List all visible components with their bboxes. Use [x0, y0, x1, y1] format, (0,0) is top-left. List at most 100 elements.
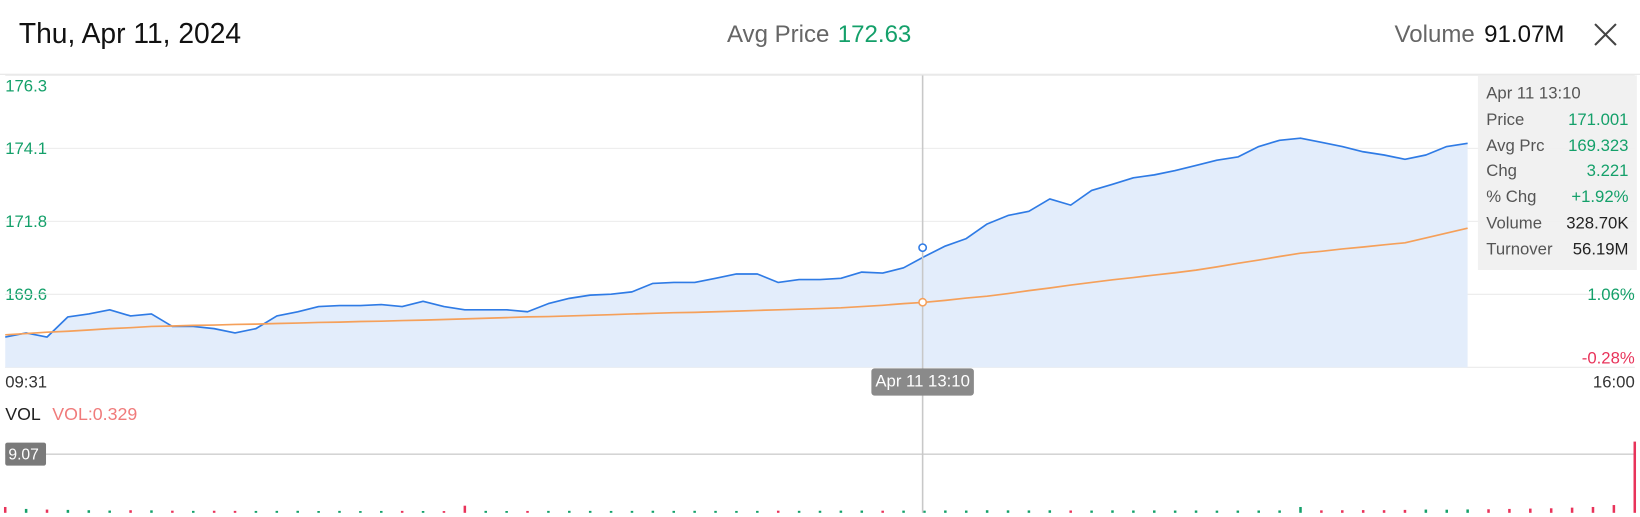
line	[5, 227, 1468, 336]
tooltip-label: Turnover	[1486, 240, 1553, 259]
volume-bar	[776, 510, 780, 513]
line	[5, 137, 1468, 338]
volume-bar	[171, 510, 174, 513]
volume-bar	[484, 510, 487, 513]
volume-title: VOL	[5, 404, 41, 424]
volume-bar	[714, 510, 717, 513]
volume-bar	[1570, 507, 1574, 513]
volume-bar	[1487, 509, 1490, 513]
volume-bar	[296, 510, 299, 513]
volume-bar	[1382, 510, 1386, 513]
volume-bar	[400, 510, 404, 513]
area	[5, 138, 1468, 368]
volume-bar	[1278, 510, 1281, 513]
tooltip-label: Chg	[1486, 161, 1517, 180]
volume-bar	[568, 510, 571, 513]
tooltip-label: % Chg	[1486, 187, 1536, 206]
volume-bar	[693, 510, 696, 513]
volume-bar	[1424, 509, 1428, 513]
crosshair-point	[918, 243, 928, 253]
tooltip-title: Apr 11 13:10	[1486, 84, 1580, 103]
volume-bar	[985, 510, 989, 513]
volume-bar	[108, 510, 111, 513]
volume-bar	[442, 511, 446, 513]
volume-bar	[1132, 510, 1135, 513]
volume-bar	[24, 508, 28, 513]
volume-bar	[1549, 508, 1553, 513]
date: Thu, Apr 11, 2024	[19, 17, 241, 49]
volume-indicator: VOL:0.329	[52, 404, 137, 424]
plot	[5, 137, 1468, 368]
volume-bar	[3, 506, 7, 513]
close-button[interactable]	[1594, 23, 1617, 46]
tooltip-value: +1.92%	[1571, 187, 1628, 206]
volume-bar	[1612, 505, 1616, 513]
volume-bar	[651, 510, 655, 513]
volume-bar	[1027, 510, 1031, 513]
volume-bar	[1320, 510, 1323, 513]
volume-bar	[359, 511, 362, 513]
volume-bar	[1215, 510, 1219, 513]
volume-bar	[818, 510, 822, 513]
volume-bar	[1069, 510, 1072, 513]
volume-bar	[1236, 510, 1240, 513]
volume-bar	[839, 510, 843, 513]
avg-price-label: Avg Price	[727, 21, 829, 48]
volume-bar	[191, 510, 195, 513]
volume-bar	[129, 510, 132, 513]
volume-bar	[1403, 509, 1407, 513]
volume-bar	[1341, 510, 1344, 513]
volume-label: Volume	[1395, 21, 1475, 48]
volume-bar	[860, 510, 864, 513]
volume-bar	[233, 510, 237, 513]
volume-bar	[1048, 510, 1052, 513]
y-tick-label: 9.07	[8, 446, 39, 463]
volume-bar	[1361, 510, 1365, 513]
volume-bar	[45, 509, 49, 513]
volume-plot: VOL VOL:0.329 9.07	[3, 404, 1637, 513]
volume-bar	[317, 511, 320, 513]
volume-bar	[672, 510, 676, 513]
volume-bar	[1299, 506, 1302, 513]
volume-bar	[66, 509, 70, 513]
volume-bar	[1173, 510, 1177, 513]
volume-bar	[380, 510, 383, 513]
volume-bar	[1633, 441, 1637, 513]
volume-bar	[1591, 506, 1595, 513]
volume-bar	[505, 511, 508, 513]
tooltip-value: 171.001	[1568, 110, 1628, 129]
volume-bar	[1257, 510, 1260, 513]
tooltip-box	[1477, 75, 1637, 271]
y-tick-label: 171.8	[5, 212, 47, 231]
volume: 91.07M	[1484, 21, 1564, 48]
volume-bar	[421, 511, 425, 513]
tooltip-label: Price	[1486, 110, 1524, 129]
crosshair-label: Apr 11 13:10	[875, 371, 969, 390]
volume-bar	[1466, 509, 1469, 513]
y-tick-label: 176.3	[5, 76, 47, 95]
volume-bar	[944, 510, 947, 513]
volume-bar	[547, 510, 550, 513]
tooltip: Apr 11 13:10 Price 171.001 Avg Prc 169.3…	[1477, 75, 1637, 271]
volume-bar	[881, 510, 884, 513]
tooltip-value: 169.323	[1568, 136, 1628, 155]
y2-tick-label: -0.28%	[1582, 348, 1635, 367]
volume-bar	[1006, 510, 1010, 513]
volume-bar	[902, 510, 905, 513]
volume-bar	[756, 510, 759, 513]
volume-bar	[338, 510, 341, 513]
volume-bar	[735, 510, 738, 513]
tooltip-label: Avg Prc	[1486, 136, 1544, 155]
volume-bar	[212, 510, 216, 513]
tooltip-value: 328.70K	[1566, 213, 1628, 232]
volume-bar	[1090, 510, 1093, 513]
volume-bar	[526, 510, 529, 513]
volume-bar	[964, 510, 968, 513]
volume-bar	[1508, 508, 1511, 513]
volume-bar	[1194, 510, 1198, 513]
volume-bar	[275, 510, 279, 513]
avg-price: 172.63	[838, 21, 912, 48]
volume-bar	[923, 510, 926, 513]
